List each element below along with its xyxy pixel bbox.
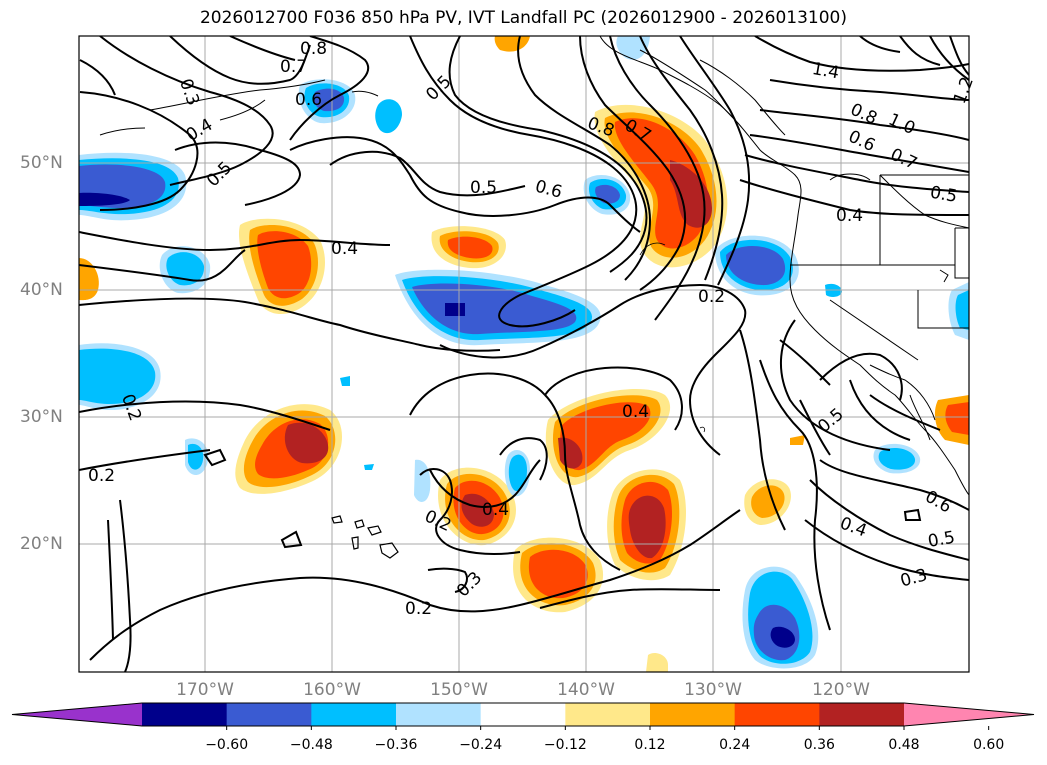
- pv-ivt-map: 0.8 0.7 0.6 0.3 0.4 0.5 0.5 0.4 0.5 0.6 …: [78, 35, 978, 673]
- colorbar-extend-high: [904, 703, 1034, 726]
- colorbar-box: [734, 703, 820, 726]
- colorbar-tick-label: 0.48: [888, 737, 920, 753]
- lat-label-20n: 20°N: [20, 534, 63, 554]
- contour-label: 0.8: [300, 39, 327, 59]
- contour-label: 0.6: [295, 90, 322, 110]
- lon-label-120w: 120°W: [812, 680, 870, 700]
- negative-anomaly-west-edge: [79, 152, 187, 221]
- colorbar-box: [819, 703, 905, 726]
- contour-label: 0.2: [88, 466, 115, 486]
- colorbar-tick-label: 0.12: [634, 737, 666, 753]
- positive-anomaly-143w-17n: [513, 537, 604, 613]
- colorbar-tick-label: 0.60: [973, 737, 1005, 753]
- lat-label-40n: 40°N: [20, 280, 63, 300]
- colorbar-box: [142, 703, 228, 726]
- colorbar-tick-label: −0.48: [289, 737, 333, 753]
- coastlines: [99, 36, 969, 496]
- pv-contours: [79, 36, 969, 672]
- contour-label: 0.2: [405, 599, 432, 619]
- lon-label-150w: 150°W: [430, 680, 488, 700]
- colorbar-box: [226, 703, 312, 726]
- colorbar-tick-label: −0.60: [205, 737, 249, 753]
- contour-label: 0.5: [926, 528, 956, 552]
- lon-label-160w: 160°W: [303, 680, 361, 700]
- contour-label: 0.4: [482, 500, 509, 520]
- lon-label-140w: 140°W: [557, 680, 615, 700]
- lon-label-130w: 130°W: [684, 680, 742, 700]
- map-title: 2026012700 F036 850 hPa PV, IVT Landfall…: [199, 8, 847, 28]
- negative-anomaly-misc: [159, 36, 969, 669]
- graticule: [79, 36, 969, 672]
- hawaii-islands: [331, 515, 399, 559]
- colorbar-outline: [11, 702, 1035, 727]
- contour-label: 0.5: [928, 183, 958, 207]
- positive-anomaly-148w-43n: [431, 226, 506, 269]
- colorbar-tick-label: 0.36: [803, 737, 835, 753]
- contour-label: 0.4: [331, 239, 358, 259]
- positive-anomaly-133w-22n: [607, 469, 686, 581]
- contour-label: 1.4: [811, 59, 841, 83]
- pv-contours-thin: [639, 242, 706, 433]
- colorbar-box: [311, 703, 397, 726]
- lat-label-30n: 30°N: [20, 407, 63, 427]
- positive-anomaly-140w-28n: [545, 389, 671, 486]
- colorbar-extend-low: [12, 703, 142, 726]
- positive-anomaly-163w-28n: [235, 404, 342, 494]
- positive-anomaly-small-1: [494, 36, 969, 672]
- map-frame: [78, 35, 970, 673]
- colorbar-box: [396, 703, 482, 726]
- colorbar-tick-label: −0.24: [459, 737, 503, 753]
- colorbar-box: [565, 703, 651, 726]
- contour-label: 0.7: [280, 57, 307, 77]
- colorbar-tick-label: −0.36: [374, 737, 418, 753]
- colorbar-tick-label: 0.24: [719, 737, 751, 753]
- contour-label: 0.4: [622, 402, 649, 422]
- lon-label-170w: 170°W: [176, 680, 234, 700]
- negative-anomaly-150w-38n: [395, 269, 601, 346]
- colorbar-box: [480, 703, 566, 726]
- colorbar-box: [650, 703, 736, 726]
- lat-label-50n: 50°N: [20, 153, 63, 173]
- negative-anomaly-west-33n: [79, 343, 161, 410]
- contour-label: 0.2: [698, 287, 725, 307]
- contour-label: 0.4: [836, 206, 863, 226]
- colorbar-tick-label: −0.12: [543, 737, 587, 753]
- contour-label: 0.5: [470, 178, 497, 198]
